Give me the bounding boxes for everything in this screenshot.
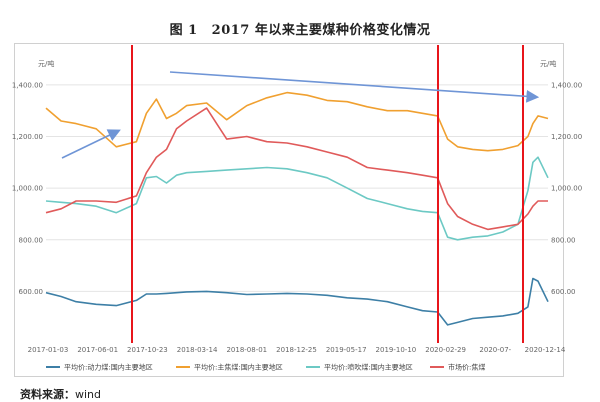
y-tick-label-left: 600.00: [19, 288, 44, 296]
series-line-2: [45, 91, 549, 152]
source-value: wind: [75, 388, 102, 401]
series-lines: [45, 91, 549, 326]
x-tick-label: 2019-05-17: [326, 346, 367, 354]
legend-item-label: 平均价:喷吹煤:国内主要地区: [324, 363, 413, 372]
x-axis-ticks: 2017-01-03 2017-06-01 2017-10-23 2018-03-14…: [28, 346, 566, 354]
x-tick-label: 2018-12-25: [276, 346, 317, 354]
x-tick-label: 2017-06-01: [77, 346, 118, 354]
event-markers: [131, 45, 524, 343]
series-line-4: [45, 107, 548, 231]
legend-item-label: 平均价:动力煤:国内主要地区: [64, 363, 153, 372]
y-tick-label-right: 1,200.00: [551, 133, 582, 141]
y-tick-label-right: 1,400.00: [551, 81, 582, 89]
x-tick-label: 2017-10-23: [127, 346, 168, 354]
x-tick-label: 2017-01-03: [28, 346, 69, 354]
y-tick-label-left: 800.00: [19, 236, 44, 244]
y-tick-label-left: 1,000.00: [12, 185, 43, 193]
figure-title-text: 2017 年以来主要煤种价格变化情况: [211, 23, 431, 38]
trend-arrows: [61, 71, 540, 159]
y-tick-label-right: 800.00: [551, 236, 576, 244]
trend-arrow-down: [169, 71, 540, 103]
y-axis-right-ticks: 600.00 800.00 1,000.00 1,200.00 1,400.00: [551, 81, 582, 295]
y-tick-label-left: 1,200.00: [12, 133, 43, 141]
x-tick-label: 2020-12-14: [525, 346, 566, 354]
source-label: 资料来源：: [20, 388, 75, 401]
x-tick-label: 2020-02-29: [425, 346, 466, 354]
x-tick-label: 2018-08-01: [226, 346, 267, 354]
legend-item-label: 市场价:焦煤: [448, 363, 485, 372]
series-line-1: [45, 277, 549, 326]
x-tick-label: 2018-03-14: [177, 346, 218, 354]
y-tick-label-right: 1,000.00: [551, 185, 582, 193]
figure-number: 图 1: [169, 23, 198, 38]
grid-lines: [46, 84, 548, 292]
y-left-unit-label: 元/吨: [38, 59, 54, 68]
x-tick-label: 2020-07-: [479, 346, 511, 354]
trend-arrow-up: [61, 129, 121, 159]
chart-frame: [14, 43, 564, 377]
y-axis-left-ticks: 600.00 800.00 1,000.00 1,200.00 1,400.00: [12, 81, 43, 295]
y-tick-label-right: 600.00: [551, 288, 576, 296]
legend-item-label: 平均价:主焦煤:国内主要地区: [194, 363, 283, 372]
series-line-3: [45, 156, 549, 241]
y-right-unit-label: 元/吨: [540, 59, 556, 68]
source-note: 资料来源：wind: [20, 386, 101, 402]
figure-title: 图 1 2017 年以来主要煤种价格变化情况: [0, 19, 600, 38]
x-tick-label: 2019-10-10: [376, 346, 417, 354]
y-tick-label-left: 1,400.00: [12, 81, 43, 89]
chart-legend: 平均价:动力煤:国内主要地区 平均价:主焦煤:国内主要地区 平均价:喷吹煤:国内主要…: [46, 363, 485, 372]
